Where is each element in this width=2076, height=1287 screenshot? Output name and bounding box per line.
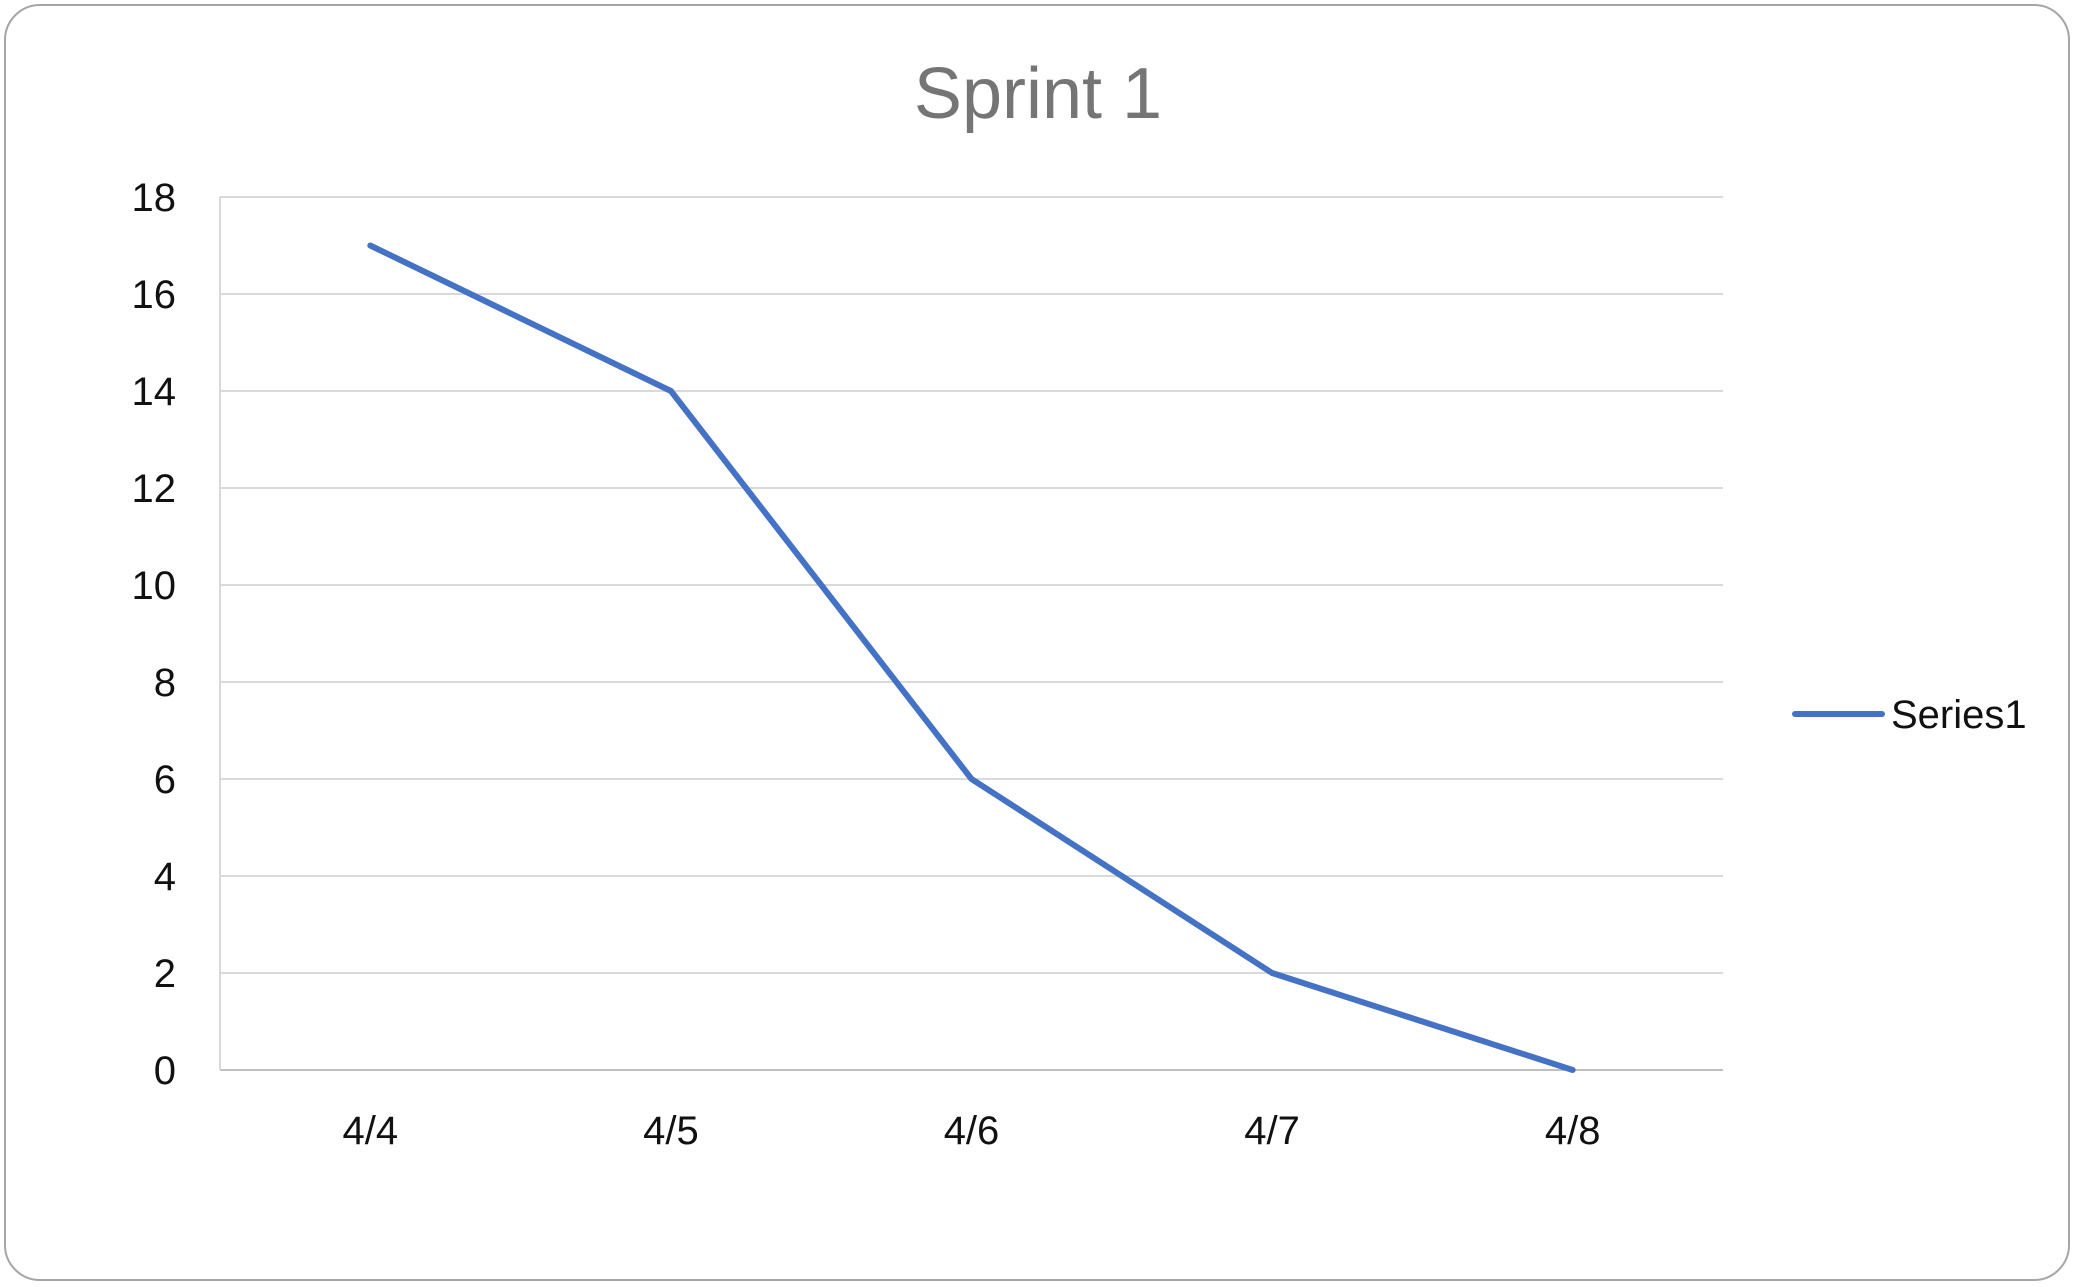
chart-frame	[4, 4, 2070, 1281]
y-tick-label: 10	[132, 564, 177, 608]
y-tick-label: 18	[132, 176, 177, 220]
x-axis-tick-labels: 4/4 4/5 4/6 4/7 4/8	[342, 1109, 1600, 1153]
axes	[219, 197, 1723, 1071]
data-point	[970, 778, 973, 780]
x-tick-label: 4/8	[1545, 1109, 1601, 1153]
y-tick-label: 0	[154, 1049, 176, 1093]
y-tick-label: 14	[132, 370, 177, 414]
y-tick-label: 8	[154, 661, 176, 705]
data-point	[369, 244, 372, 247]
series-line-Series1	[367, 242, 1576, 1073]
legend-label: Series1	[1891, 693, 2027, 737]
series-lines	[367, 242, 1576, 1073]
y-tick-label: 6	[154, 758, 176, 802]
gridlines	[220, 196, 1723, 974]
y-axis-tick-labels: 0 2 4 6 8 10 12 14 16 18	[132, 176, 177, 1093]
y-tick-label: 2	[154, 952, 176, 996]
data-point	[669, 390, 672, 392]
x-tick-label: 4/5	[643, 1109, 699, 1153]
data-point	[1571, 1069, 1574, 1071]
y-tick-label: 16	[132, 273, 177, 317]
legend: Series1	[1792, 693, 2027, 737]
chart-title: Sprint 1	[914, 54, 1162, 134]
x-tick-label: 4/6	[944, 1109, 1000, 1153]
data-point	[1271, 972, 1274, 974]
x-tick-label: 4/7	[1244, 1109, 1300, 1153]
y-tick-label: 4	[154, 855, 176, 899]
y-tick-label: 12	[132, 467, 177, 511]
x-tick-label: 4/4	[342, 1109, 398, 1153]
